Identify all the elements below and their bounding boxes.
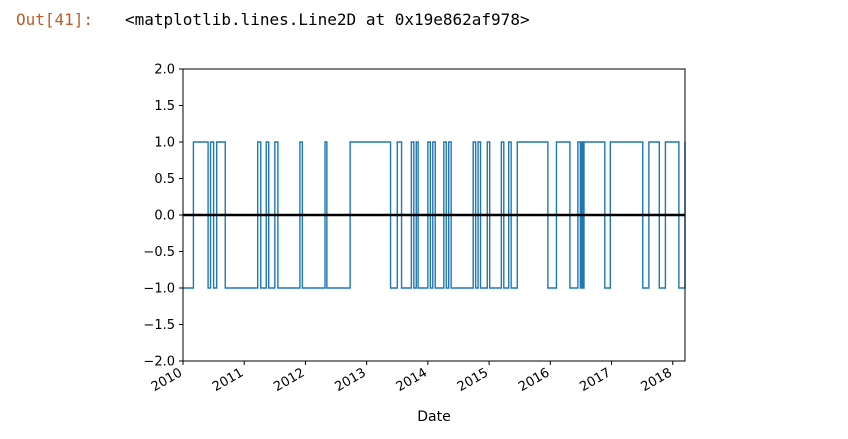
y-tick-label: 0.5 xyxy=(154,172,175,187)
chart-series xyxy=(183,141,686,289)
x-tick-label: 2017 xyxy=(577,365,613,395)
x-tick-label: 2014 xyxy=(394,365,430,395)
x-tick-label: 2012 xyxy=(271,365,307,395)
y-tick-label: −1.0 xyxy=(143,282,175,297)
output-row: Out[41]: <matplotlib.lines.Line2D at 0x1… xyxy=(0,0,848,44)
output-text: <matplotlib.lines.Line2D at 0x19e862af97… xyxy=(125,10,530,29)
x-tick-label: 2011 xyxy=(210,365,246,395)
output-prompt: Out[41]: xyxy=(16,10,94,29)
y-tick-label: −2.0 xyxy=(143,355,175,370)
y-tick-label: 2.0 xyxy=(154,63,175,78)
line-chart: 2.0 1.5 1.0 0.5 0.0 −0.5 −1.0 −1.5 −2.0 2010 2011… xyxy=(143,63,686,425)
y-tick-label: 1.5 xyxy=(154,99,175,114)
y-axis-ticks: 2.0 1.5 1.0 0.5 0.0 −0.5 −1.0 −1.5 −2.0 xyxy=(143,63,183,370)
y-tick-label: 1.0 xyxy=(154,136,175,151)
x-tick-label: 2016 xyxy=(516,365,552,395)
x-axis-label: Date xyxy=(417,409,450,425)
x-tick-label: 2010 xyxy=(149,365,185,395)
x-tick-label: 2015 xyxy=(455,365,491,395)
x-tick-label: 2013 xyxy=(332,365,368,395)
signal-step-line xyxy=(183,141,686,289)
x-axis-ticks: 2010 2011 2012 2013 2014 2015 2016 2017 2018 xyxy=(149,361,675,395)
y-tick-label: 0.0 xyxy=(154,209,175,224)
y-tick-label: −0.5 xyxy=(143,245,175,260)
x-tick-label: 2018 xyxy=(639,365,675,395)
y-tick-label: −1.5 xyxy=(143,318,175,333)
plot-frame xyxy=(182,68,686,362)
